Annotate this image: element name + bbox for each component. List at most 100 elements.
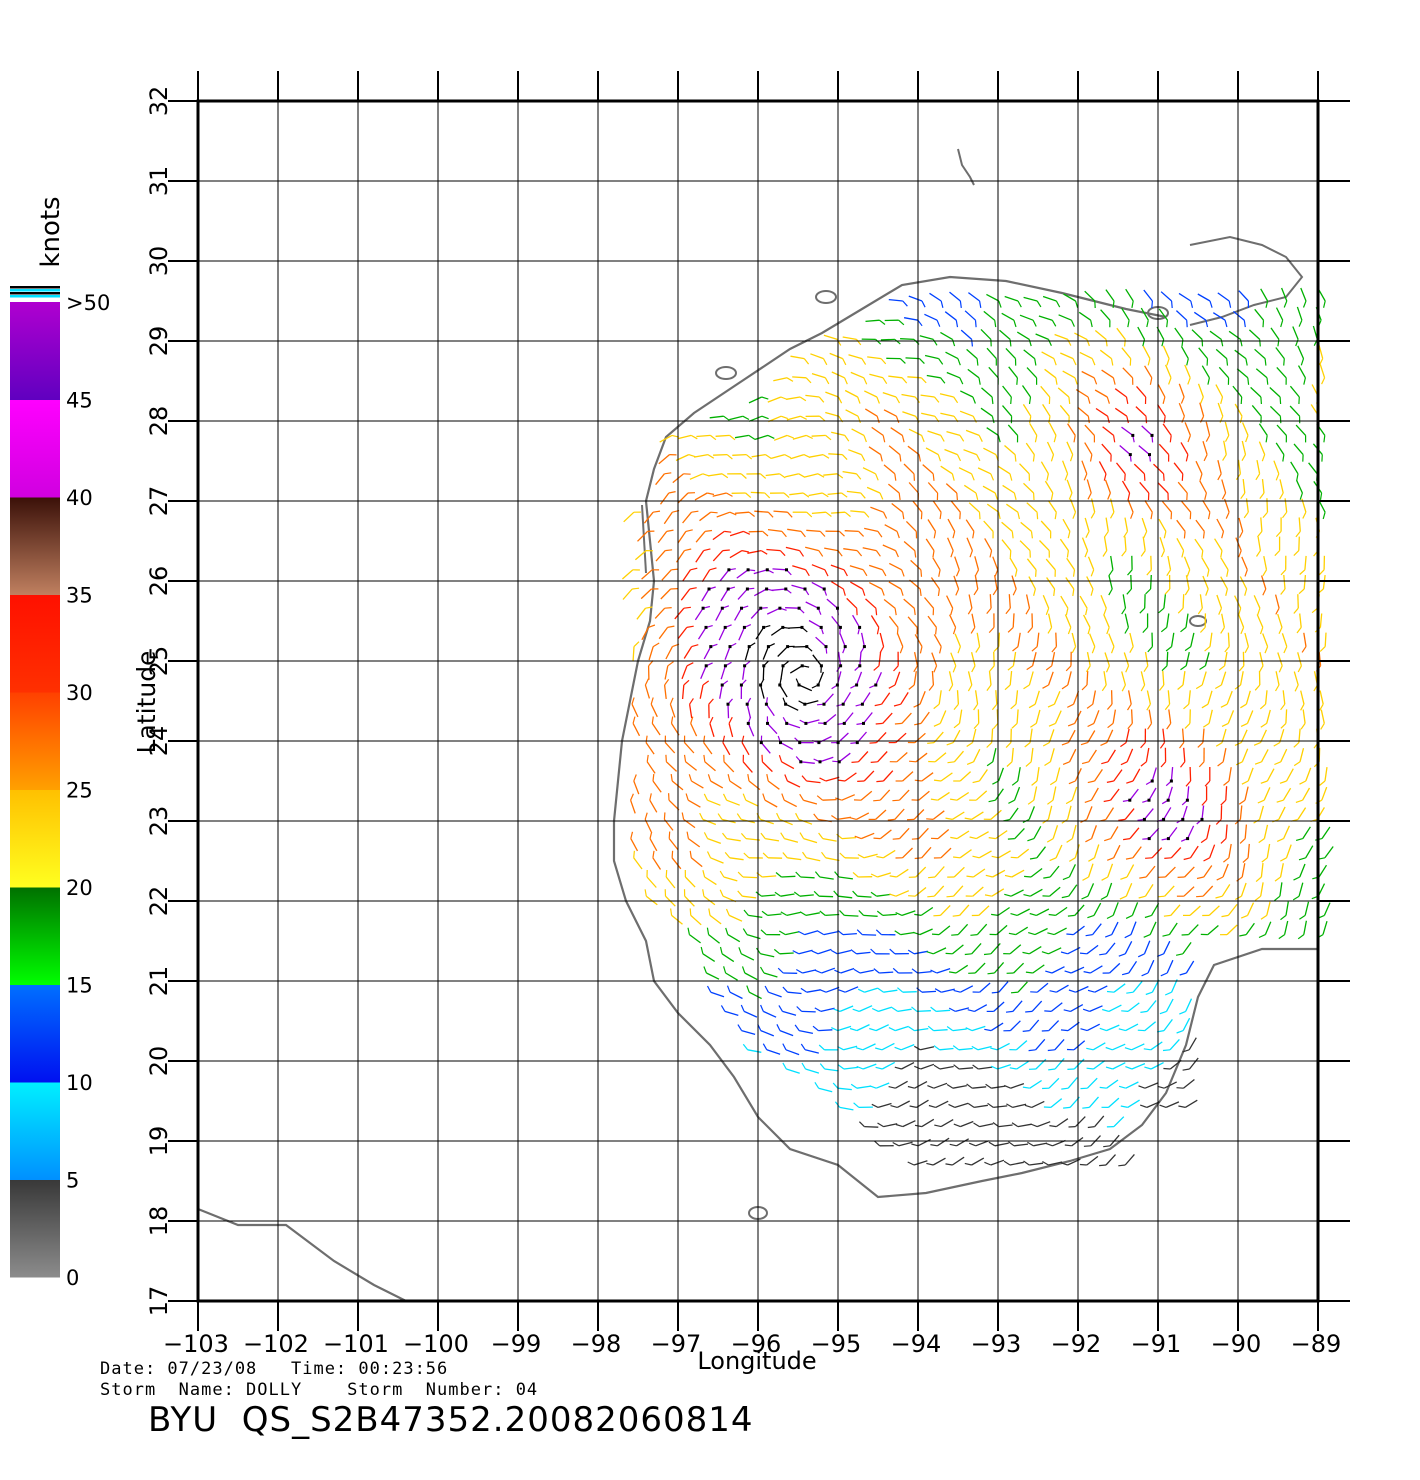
wind-vector <box>1084 517 1090 532</box>
wind-vector <box>695 530 706 543</box>
wind-vector <box>783 799 797 808</box>
wind-vector <box>725 972 738 981</box>
wind-barb <box>988 799 996 803</box>
wind-vector <box>1195 519 1205 532</box>
legend-band <box>10 984 60 1083</box>
wind-barb <box>1054 512 1057 520</box>
wind-barb <box>1118 1164 1126 1167</box>
wind-vector <box>708 934 721 944</box>
wind-vector <box>1125 1081 1139 1089</box>
wind-barb <box>649 831 653 839</box>
wind-barb <box>1163 416 1166 424</box>
wind-vector <box>663 684 667 699</box>
wind-vector <box>870 615 880 628</box>
wind-barb <box>814 969 822 974</box>
wind-vector <box>1279 729 1285 743</box>
wind-vector <box>1163 940 1171 955</box>
wind-barb <box>1146 703 1151 711</box>
wind-barb <box>1007 665 1014 671</box>
wind-vector <box>964 310 976 321</box>
wind-barb <box>742 793 747 801</box>
wind-vector <box>1074 332 1088 340</box>
wind-barb <box>1262 588 1267 596</box>
wind-vector <box>703 742 713 755</box>
lat-tick-label: 28 <box>145 406 173 437</box>
wind-barb <box>666 529 674 532</box>
wind-barb <box>839 530 845 537</box>
wind-vector <box>972 1086 987 1089</box>
wind-barb <box>1283 358 1285 366</box>
wind-barb <box>979 300 982 309</box>
wind-barb <box>787 511 793 518</box>
wind-vector <box>1053 927 1067 936</box>
wind-vector <box>1108 1097 1120 1108</box>
wind-barb <box>821 851 827 859</box>
wind-barb <box>882 511 888 519</box>
wind-vector <box>779 952 794 955</box>
wind-barb <box>1072 588 1075 596</box>
wind-vector <box>1166 613 1170 628</box>
wind-vector <box>1283 574 1286 590</box>
wind-vector <box>1170 632 1175 647</box>
wind-vector <box>779 818 793 826</box>
wind-vector <box>1191 329 1203 340</box>
wind-barb <box>1283 646 1288 654</box>
wind-barb <box>708 698 714 705</box>
rain-flag <box>1147 798 1151 802</box>
wind-barb <box>665 549 673 552</box>
wind-vector <box>1266 843 1271 858</box>
wind-vector <box>763 972 778 978</box>
wind-barb <box>888 1086 896 1089</box>
wind-vector <box>862 712 873 724</box>
marker-outline <box>1189 615 1207 627</box>
wind-barb <box>1034 435 1038 443</box>
wind-vector <box>913 950 929 955</box>
legend-tick-label: 10 <box>66 1071 93 1095</box>
rain-flag <box>1150 779 1154 783</box>
wind-barb <box>973 722 980 730</box>
wind-vector <box>1019 314 1034 321</box>
wind-barb <box>1027 799 1035 805</box>
wind-vector <box>1182 942 1192 955</box>
wind-barb <box>723 415 730 421</box>
wind-vector <box>945 351 959 360</box>
wind-vector <box>658 627 669 640</box>
wind-vector <box>1122 367 1134 379</box>
wind-barb <box>685 529 693 532</box>
wind-barb <box>863 511 870 518</box>
wind-barb <box>879 319 886 325</box>
rain-flag <box>1150 433 1154 437</box>
wind-vector <box>1139 481 1150 494</box>
wind-barb <box>966 761 974 765</box>
wind-barb <box>737 890 743 897</box>
wind-barb <box>780 415 789 420</box>
wind-barb <box>1009 473 1013 481</box>
wind-barb <box>1099 1027 1107 1032</box>
wind-vector <box>799 1029 814 1035</box>
wind-vector <box>1253 595 1261 609</box>
wind-vector <box>1088 1096 1099 1108</box>
wind-vector <box>748 396 762 404</box>
wind-vector <box>1285 844 1292 859</box>
wind-vector <box>693 453 709 458</box>
wind-barb <box>742 415 750 421</box>
wind-barb <box>818 1044 825 1051</box>
lat-tick-label: 31 <box>145 166 173 197</box>
wind-barb <box>1180 396 1185 404</box>
wind-vector <box>924 597 934 609</box>
wind-barb <box>1051 646 1057 653</box>
wind-barb <box>1160 972 1168 977</box>
wind-barb <box>1207 512 1211 520</box>
wind-vector <box>1266 498 1269 513</box>
wind-barb <box>880 454 883 462</box>
wind-vector <box>1303 575 1307 590</box>
wind-barb <box>920 377 927 384</box>
wind-vector <box>845 409 859 417</box>
wind-vector <box>760 953 775 958</box>
wind-vector <box>939 393 954 398</box>
wind-vector <box>1244 632 1250 647</box>
wind-barb <box>920 569 923 577</box>
wind-vector <box>1042 595 1050 609</box>
wind-barb <box>959 512 961 520</box>
wind-vector <box>848 449 862 456</box>
